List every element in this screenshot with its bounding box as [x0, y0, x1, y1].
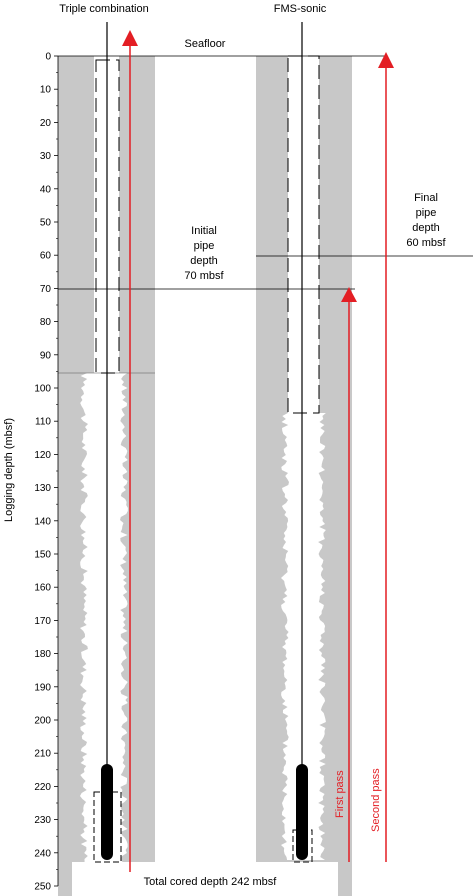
axis-tick-label: 210 — [34, 749, 51, 760]
total-depth-label-box — [72, 862, 338, 896]
axis-tick-label: 250 — [34, 882, 51, 893]
svg-text:Initial: Initial — [191, 225, 217, 237]
fms-sonic-open-hole — [281, 413, 326, 860]
axis-tick-label: 170 — [34, 616, 51, 627]
svg-text:depth: depth — [190, 255, 218, 267]
axis-tick-label: 190 — [34, 682, 51, 693]
second-pass-arrow — [378, 52, 394, 862]
depth-axis: 0 10 20 30 40 50 60 70 80 90 100 110 120 130 140 150 160… — [3, 52, 59, 893]
axis-tick-label: 130 — [34, 483, 51, 494]
svg-text:pipe: pipe — [416, 207, 437, 219]
axis-label: Logging depth (mbsf) — [3, 418, 15, 522]
axis-tick-label: 110 — [35, 417, 51, 428]
axis-tick-label: 180 — [34, 649, 51, 660]
fms-sonic-pipe-interior — [288, 56, 319, 413]
axis-tick-label: 140 — [34, 516, 51, 527]
axis-tick-label: 50 — [40, 218, 52, 229]
fms-sonic-tool — [296, 764, 308, 860]
triple-combination-title: Triple combination — [59, 3, 148, 15]
svg-text:depth: depth — [412, 222, 440, 234]
axis-tick-label: 60 — [40, 251, 52, 262]
triple-combo-pass-arrow — [122, 30, 138, 872]
axis-tick-label: 90 — [40, 350, 52, 361]
axis-tick-label: 230 — [34, 815, 51, 826]
axis-tick-label: 30 — [40, 151, 52, 162]
second-pass-label: Second pass — [370, 768, 382, 832]
svg-text:60 mbsf: 60 mbsf — [406, 237, 446, 249]
axis-tick-label: 160 — [34, 583, 51, 594]
axis-tick-label: 0 — [45, 52, 51, 63]
axis-tick-label: 100 — [34, 384, 51, 395]
final-pipe-depth-label: Final pipe depth 60 mbsf — [406, 192, 446, 249]
first-pass-label: First pass — [334, 770, 346, 818]
svg-text:pipe: pipe — [194, 240, 215, 252]
first-pass-arrow — [341, 287, 357, 862]
axis-tick-label: 80 — [40, 317, 52, 328]
tool-strings — [93, 22, 320, 863]
svg-text:Final: Final — [414, 192, 438, 204]
axis-tick-label: 20 — [40, 118, 52, 129]
triple-combo-tool-box — [93, 791, 122, 863]
initial-pipe-depth-label: Initial pipe depth 70 mbsf — [184, 225, 224, 282]
axis-tick-label: 40 — [40, 184, 52, 195]
fms-sonic-title: FMS-sonic — [274, 3, 327, 15]
axis-tick-label: 120 — [34, 450, 51, 461]
fms-sonic-dashed-pipe — [287, 55, 320, 414]
axis-tick-label: 70 — [40, 284, 52, 295]
total-depth-label: Total cored depth 242 mbsf — [144, 876, 278, 888]
svg-text:70 mbsf: 70 mbsf — [184, 270, 224, 282]
triple-combo-tool — [101, 764, 113, 860]
axis-tick-label: 200 — [34, 716, 51, 727]
axis-tick-label: 150 — [34, 550, 51, 561]
seafloor-label: Seafloor — [185, 38, 226, 50]
fms-sonic-tool-box — [292, 829, 313, 863]
axis-tick-label: 10 — [40, 85, 52, 96]
axis-tick-label: 220 — [34, 782, 51, 793]
triple-combo-open-hole — [80, 373, 128, 862]
axis-tick-label: 240 — [34, 848, 51, 859]
